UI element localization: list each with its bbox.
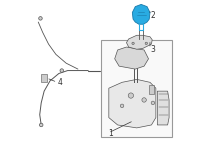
Circle shape <box>128 93 134 98</box>
Circle shape <box>60 69 64 72</box>
Polygon shape <box>41 74 47 82</box>
Circle shape <box>39 17 42 20</box>
Polygon shape <box>126 35 152 49</box>
Text: 3: 3 <box>151 45 156 54</box>
Circle shape <box>120 104 124 108</box>
Bar <box>101 40 172 137</box>
Polygon shape <box>132 4 150 24</box>
Circle shape <box>39 123 43 127</box>
Circle shape <box>142 98 146 102</box>
Text: 4: 4 <box>57 78 62 87</box>
Polygon shape <box>109 79 156 128</box>
Text: 1: 1 <box>108 128 113 138</box>
Circle shape <box>132 42 134 45</box>
Text: 2: 2 <box>151 11 155 20</box>
Circle shape <box>145 42 147 45</box>
Polygon shape <box>149 85 154 94</box>
Polygon shape <box>115 47 149 69</box>
Circle shape <box>151 101 155 105</box>
Polygon shape <box>157 91 169 125</box>
